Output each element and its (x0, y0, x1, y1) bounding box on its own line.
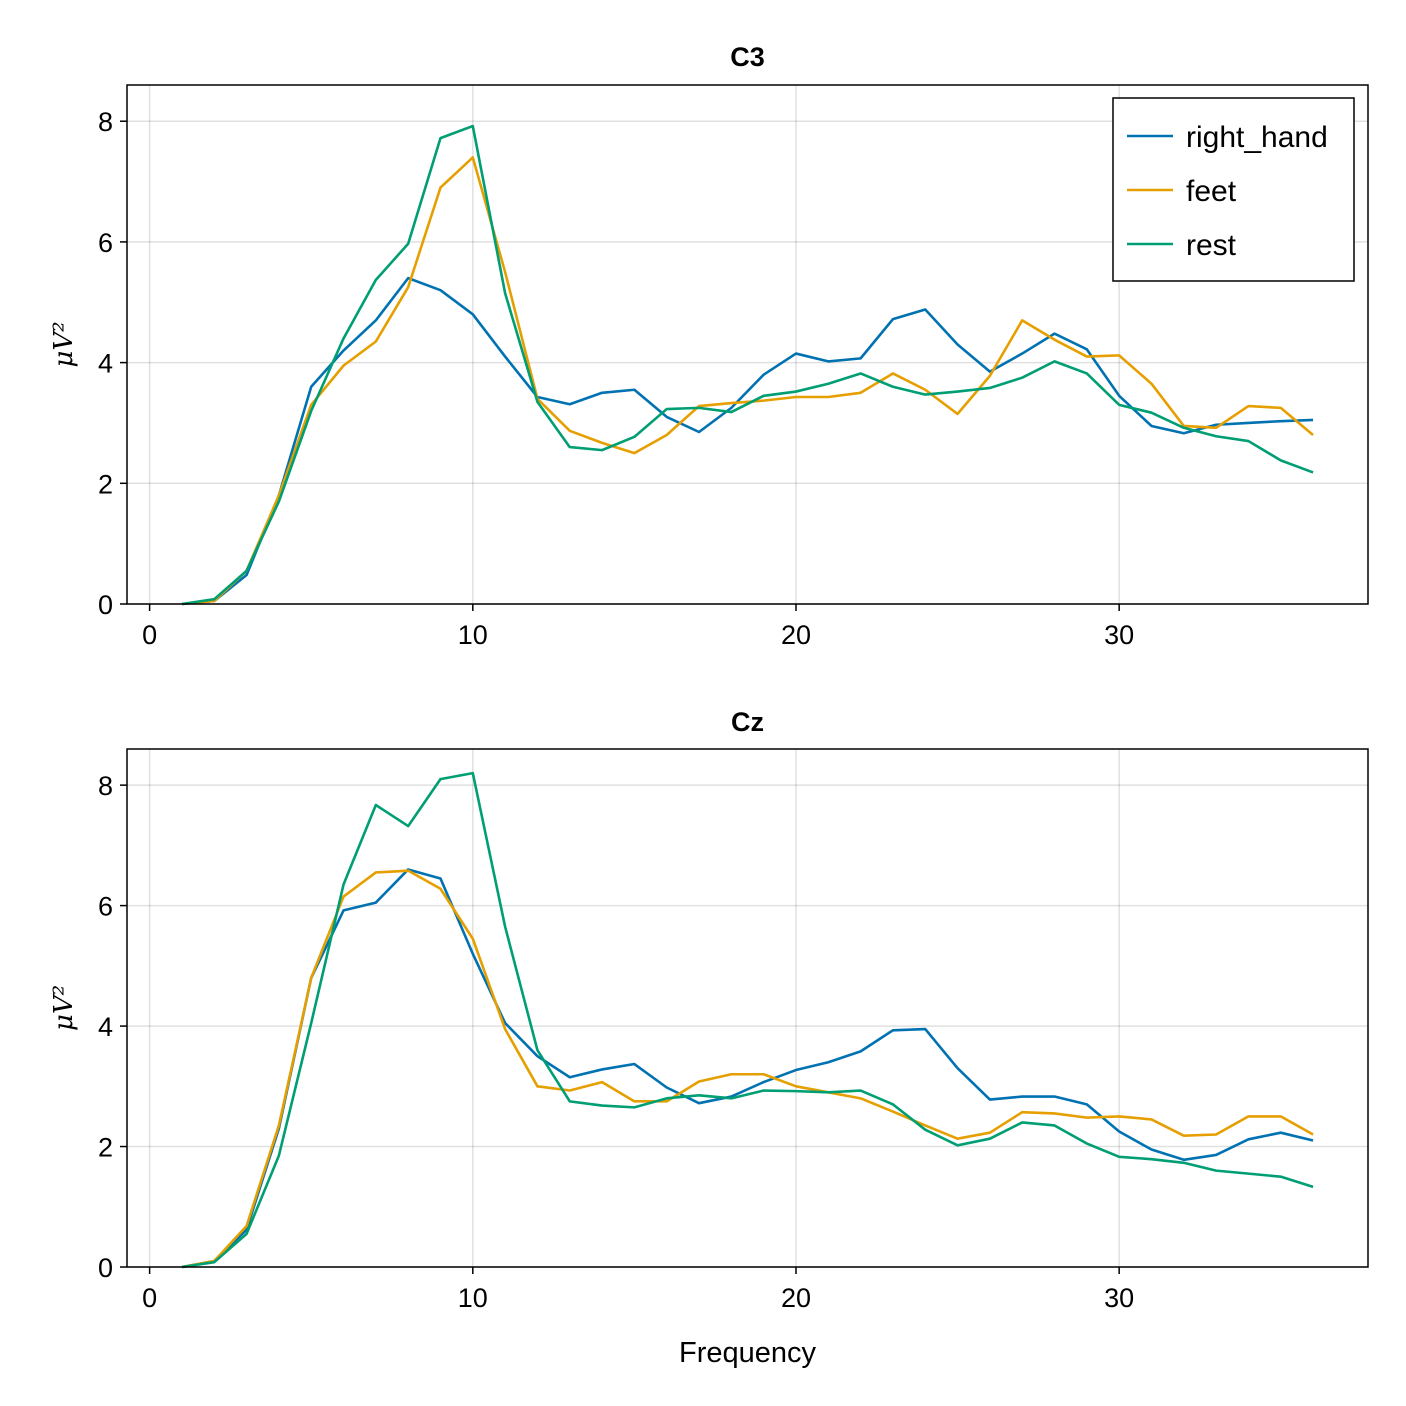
x-tick-label: 30 (1104, 620, 1134, 650)
y-tick-label: 8 (98, 107, 113, 137)
panel-Cz: 0 10 20 30 0 2 4 6 8 Cz μV² Frequency (49, 707, 1369, 1369)
x-tick-label: 20 (781, 1283, 811, 1313)
legend-label-rest: rest (1186, 229, 1237, 262)
y-tick-label: 0 (98, 1253, 113, 1283)
x-tick-label: 10 (458, 620, 488, 650)
y-axis-label: μV² (49, 985, 79, 1031)
x-axis-label: Frequency (679, 1337, 817, 1369)
y-tick-label: 0 (98, 590, 113, 620)
axis-frame (126, 84, 1369, 605)
legend-label-right_hand: right_hand (1186, 121, 1328, 154)
y-tick-label: 4 (98, 1012, 113, 1042)
series-line-rest (181, 124, 1314, 606)
x-tick-label: 20 (781, 620, 811, 650)
y-tick-label: 6 (98, 228, 113, 258)
series-line-right_hand (181, 276, 1314, 606)
axis-frame (126, 748, 1369, 1268)
chart-title: Cz (731, 707, 764, 737)
series-line-feet (181, 156, 1314, 606)
series-line-right_hand (181, 868, 1314, 1269)
y-axis-label: μV² (49, 321, 79, 367)
y-tick-label: 6 (98, 892, 113, 922)
y-tick-label: 2 (98, 1133, 113, 1163)
x-tick-label: 0 (142, 1283, 157, 1313)
y-tick-label: 8 (98, 771, 113, 801)
y-tick-label: 2 (98, 469, 113, 499)
x-tick-label: 30 (1104, 1283, 1134, 1313)
y-tick-label: 4 (98, 349, 113, 379)
series-line-feet (181, 869, 1314, 1269)
legend-label-feet: feet (1186, 175, 1237, 208)
x-tick-label: 10 (458, 1283, 488, 1313)
series-line-rest (181, 771, 1314, 1269)
x-tick-label: 0 (142, 620, 157, 650)
chart-title: C3 (730, 42, 765, 72)
